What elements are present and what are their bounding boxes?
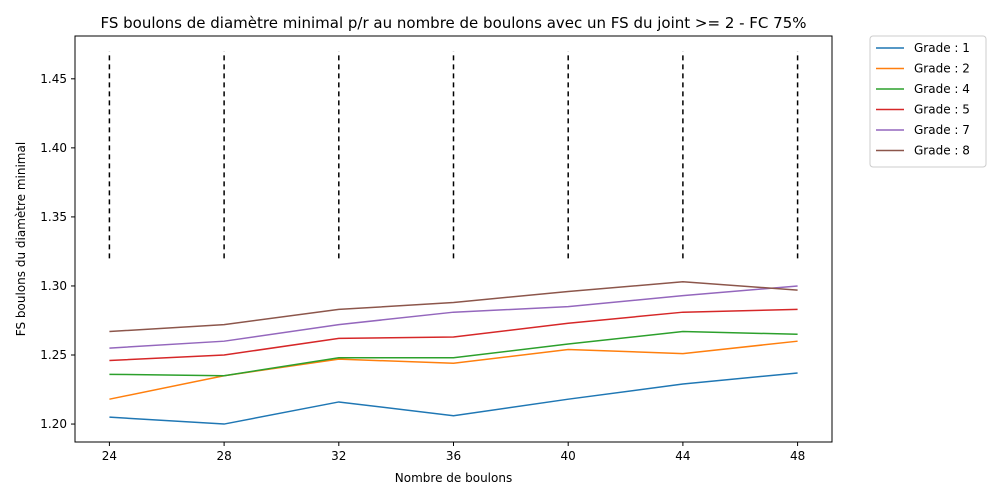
- series-line: [109, 281, 798, 333]
- y-axis-label: FS boulons du diamètre minimal: [14, 142, 28, 336]
- y-tick-label: 1.40: [40, 141, 67, 155]
- legend: Grade : 1 Grade : 2 Grade : 4 Grade : 5 Grad…: [869, 35, 987, 168]
- y-tick-label: 1.30: [40, 279, 67, 293]
- y-tick-label: 1.45: [40, 72, 67, 86]
- legend-label: Grade : 7: [914, 123, 970, 137]
- legend-label: Grade : 4: [914, 82, 970, 96]
- series-line: [109, 372, 798, 425]
- chart-title: FS boulons de diamètre minimal p/r au no…: [100, 14, 806, 32]
- y-tick-label: 1.25: [40, 348, 67, 362]
- x-tick-label: 44: [675, 449, 690, 463]
- x-tick-label: 48: [790, 449, 805, 463]
- legend-label: Grade : 1: [914, 41, 970, 55]
- legend-label: Grade : 2: [914, 62, 970, 76]
- y-tick-label: 1.20: [40, 417, 67, 431]
- x-axis-label: Nombre de boulons: [395, 471, 512, 485]
- x-tick-label: 40: [561, 449, 576, 463]
- x-tick-label: 28: [216, 449, 231, 463]
- series-line: [109, 340, 798, 400]
- legend-label: Grade : 5: [914, 103, 970, 117]
- series-line: [109, 285, 798, 349]
- x-tick-label: 24: [102, 449, 117, 463]
- series-line: [109, 330, 798, 377]
- x-tick-label: 36: [446, 449, 461, 463]
- legend-label: Grade : 8: [914, 144, 970, 158]
- series-line: [109, 308, 798, 362]
- x-tick-label: 32: [331, 449, 346, 463]
- y-tick-label: 1.35: [40, 210, 67, 224]
- plot-area: 24 28 32 36 40 44 48 1.20 1.25 1.30 1.35 1.40 1.45: [40, 35, 833, 463]
